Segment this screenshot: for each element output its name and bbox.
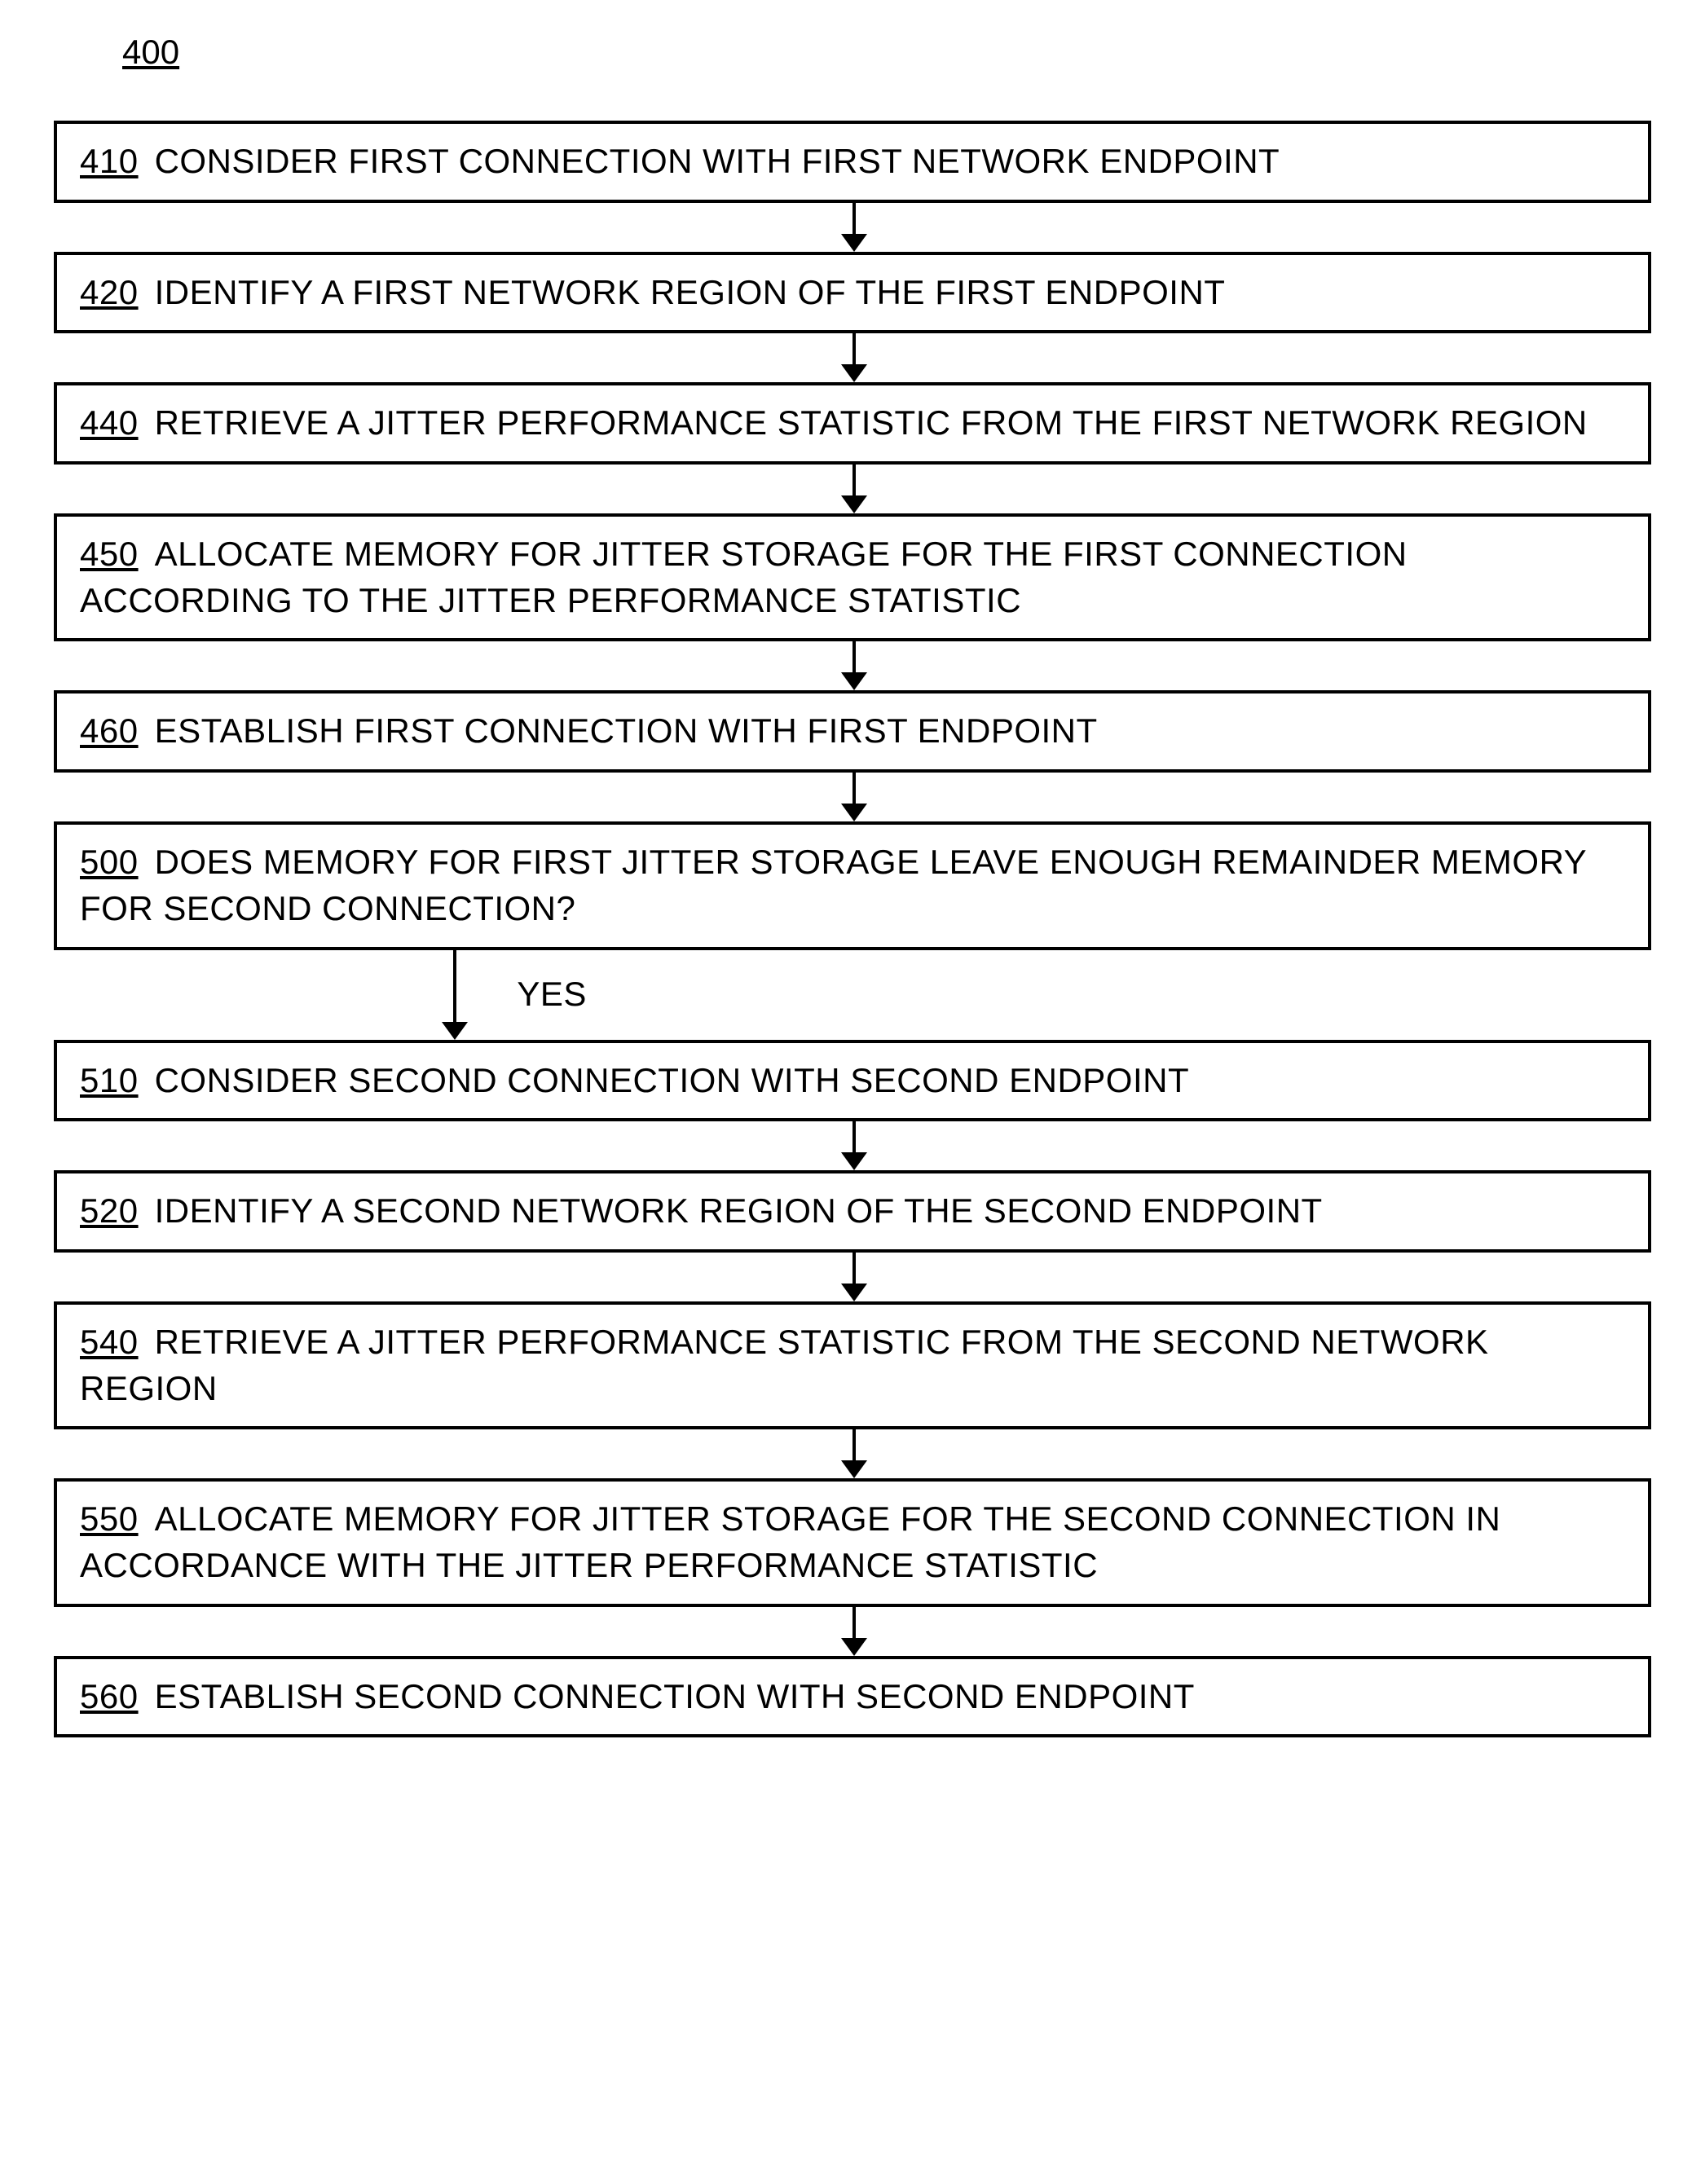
step-number: 450 (80, 535, 139, 573)
step-text: IDENTIFY A SECOND NETWORK REGION OF THE … (155, 1191, 1323, 1230)
step-number: 520 (80, 1191, 139, 1230)
step-number: 440 (80, 403, 139, 442)
step-number: 500 (80, 843, 139, 881)
arrow-head-icon (841, 1638, 867, 1656)
flow-step-440: 440 RETRIEVE A JITTER PERFORMANCE STATIST… (54, 382, 1651, 465)
figure-label: 400 (122, 33, 1681, 72)
flow-step-500: 500DOES MEMORY FOR FIRST JITTER STORAGE … (54, 821, 1651, 949)
flow-arrow (54, 465, 1651, 513)
step-text: ALLOCATE MEMORY FOR JITTER STORAGE FOR T… (80, 535, 1408, 619)
flow-step-560: 560 ESTABLISH SECOND CONNECTION WITH SECO… (54, 1656, 1651, 1738)
flow-arrow (54, 1607, 1651, 1656)
flow-arrow (54, 773, 1651, 821)
step-text: RETRIEVE A JITTER PERFORMANCE STATISTIC … (155, 403, 1588, 442)
flow-step-550: 550ALLOCATE MEMORY FOR JITTER STORAGE FO… (54, 1478, 1651, 1606)
arrow-head-icon (841, 672, 867, 690)
arrow-head-icon (841, 1284, 867, 1301)
flow-arrow: YES (54, 950, 1651, 1040)
flow-step-420: 420 IDENTIFY A FIRST NETWORK REGION OF TH… (54, 252, 1651, 334)
flowchart: 410 CONSIDER FIRST CONNECTION WITH FIRST … (24, 121, 1681, 1737)
arrow-head-icon (841, 234, 867, 252)
arrow-head-icon (442, 1022, 468, 1040)
step-number: 550 (80, 1499, 139, 1538)
step-text: ESTABLISH FIRST CONNECTION WITH FIRST EN… (155, 711, 1098, 750)
flow-step-520: 520 IDENTIFY A SECOND NETWORK REGION OF T… (54, 1170, 1651, 1253)
arrow-head-icon (841, 364, 867, 382)
flow-step-410: 410 CONSIDER FIRST CONNECTION WITH FIRST … (54, 121, 1651, 203)
flow-step-450: 450ALLOCATE MEMORY FOR JITTER STORAGE FO… (54, 513, 1651, 641)
arrow-head-icon (841, 804, 867, 821)
step-number: 510 (80, 1061, 139, 1099)
step-number: 410 (80, 142, 139, 180)
step-text: ESTABLISH SECOND CONNECTION WITH SECOND … (155, 1677, 1195, 1715)
step-text: DOES MEMORY FOR FIRST JITTER STORAGE LEA… (80, 843, 1586, 927)
arrow-head-icon (841, 495, 867, 513)
step-text: IDENTIFY A FIRST NETWORK REGION OF THE F… (155, 273, 1226, 311)
arrow-head-icon (841, 1460, 867, 1478)
arrow-label: YES (517, 975, 587, 1014)
step-text: ALLOCATE MEMORY FOR JITTER STORAGE FOR T… (80, 1499, 1500, 1584)
flow-step-540: 540RETRIEVE A JITTER PERFORMANCE STATIST… (54, 1301, 1651, 1429)
step-text: CONSIDER FIRST CONNECTION WITH FIRST NET… (155, 142, 1280, 180)
flow-arrow (54, 1121, 1651, 1170)
step-text: RETRIEVE A JITTER PERFORMANCE STATISTIC … (80, 1323, 1489, 1407)
flow-arrow (54, 333, 1651, 382)
flow-arrow (54, 1429, 1651, 1478)
step-number: 420 (80, 273, 139, 311)
step-number: 460 (80, 711, 139, 750)
flow-arrow (54, 203, 1651, 252)
step-number: 560 (80, 1677, 139, 1715)
flow-step-460: 460 ESTABLISH FIRST CONNECTION WITH FIRST… (54, 690, 1651, 773)
flow-arrow (54, 641, 1651, 690)
flow-step-510: 510 CONSIDER SECOND CONNECTION WITH SECON… (54, 1040, 1651, 1122)
step-text: CONSIDER SECOND CONNECTION WITH SECOND E… (155, 1061, 1190, 1099)
arrow-line (453, 950, 456, 1028)
arrow-head-icon (841, 1152, 867, 1170)
step-number: 540 (80, 1323, 139, 1361)
flow-arrow (54, 1253, 1651, 1301)
